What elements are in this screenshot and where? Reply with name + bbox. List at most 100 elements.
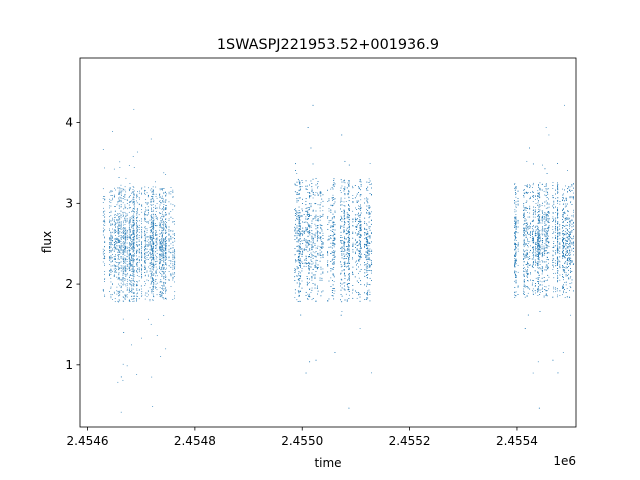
- data-point: [298, 253, 300, 255]
- data-point: [109, 207, 111, 209]
- data-point: [163, 243, 165, 245]
- data-point: [332, 213, 334, 215]
- data-point: [368, 221, 370, 223]
- data-point: [110, 243, 112, 244]
- data-point: [141, 267, 142, 269]
- data-point: [147, 245, 149, 247]
- data-point: [110, 223, 112, 225]
- data-point: [368, 270, 370, 271]
- data-point: [170, 266, 172, 268]
- data-point: [113, 249, 115, 251]
- data-point: [165, 233, 166, 235]
- data-point: [165, 248, 167, 250]
- data-point: [122, 291, 124, 293]
- data-point: [141, 237, 142, 239]
- data-point: [302, 227, 304, 229]
- data-point: [170, 238, 172, 240]
- data-point: [151, 210, 152, 212]
- data-point: [344, 269, 345, 271]
- data-point: [104, 253, 105, 254]
- data-point: [136, 241, 138, 243]
- data-point: [159, 222, 161, 224]
- data-point: [113, 217, 115, 219]
- data-point: [343, 227, 345, 228]
- data-point: [348, 226, 350, 228]
- data-point: [174, 223, 175, 225]
- data-point: [297, 241, 299, 243]
- data-point: [118, 292, 119, 294]
- data-point: [328, 280, 330, 282]
- data-point: [367, 270, 369, 271]
- data-point: [301, 270, 303, 272]
- data-point: [174, 295, 175, 297]
- data-point: [150, 217, 152, 218]
- data-point: [160, 254, 162, 256]
- data-point: [170, 211, 172, 212]
- data-point: [172, 191, 174, 193]
- data-point: [368, 217, 370, 219]
- data-point: [305, 204, 307, 206]
- data-point: [160, 247, 162, 249]
- data-point: [104, 249, 105, 251]
- data-point: [161, 291, 163, 293]
- data-point: [159, 246, 160, 248]
- data-point: [347, 230, 349, 232]
- data-point: [129, 270, 130, 272]
- data-point: [332, 274, 334, 276]
- data-point: [113, 168, 115, 170]
- data-point: [331, 225, 333, 227]
- data-point: [151, 191, 153, 193]
- data-point: [120, 229, 122, 230]
- data-point: [129, 201, 131, 202]
- data-point: [148, 251, 149, 252]
- data-point: [367, 290, 369, 292]
- data-point: [319, 246, 321, 248]
- data-point: [124, 283, 126, 285]
- data-point: [125, 269, 127, 271]
- data-point: [298, 218, 300, 220]
- data-point: [109, 219, 111, 221]
- data-point: [117, 226, 119, 227]
- data-point: [300, 233, 302, 235]
- data-point: [118, 301, 119, 303]
- data-point: [117, 220, 119, 222]
- data-point: [311, 247, 313, 249]
- data-point: [159, 268, 161, 270]
- data-point: [141, 249, 142, 251]
- data-point: [168, 239, 170, 240]
- data-point: [371, 262, 372, 264]
- data-point: [145, 209, 146, 211]
- data-point: [300, 260, 302, 262]
- data-point: [133, 213, 135, 215]
- data-point: [133, 199, 135, 201]
- data-point: [352, 271, 353, 273]
- data-point: [163, 257, 164, 259]
- data-point: [132, 292, 134, 294]
- data-point: [297, 212, 299, 214]
- data-point: [370, 263, 372, 265]
- data-point: [150, 255, 152, 257]
- data-point: [319, 224, 321, 226]
- data-point: [333, 263, 335, 265]
- data-point: [343, 258, 345, 260]
- data-point: [132, 271, 134, 273]
- data-point: [118, 219, 120, 221]
- data-point: [151, 282, 153, 283]
- data-point: [133, 194, 135, 196]
- data-point: [352, 257, 353, 258]
- data-point: [132, 239, 134, 241]
- data-point: [165, 199, 167, 200]
- data-point: [115, 226, 116, 228]
- data-point: [160, 225, 162, 226]
- data-point: [159, 261, 161, 263]
- data-point: [343, 246, 345, 248]
- data-point: [352, 272, 354, 273]
- data-point: [163, 220, 164, 222]
- data-point: [360, 246, 361, 247]
- data-point: [116, 215, 118, 216]
- data-point: [132, 283, 134, 284]
- data-point: [114, 229, 116, 231]
- data-point: [314, 235, 316, 236]
- data-point: [122, 213, 124, 215]
